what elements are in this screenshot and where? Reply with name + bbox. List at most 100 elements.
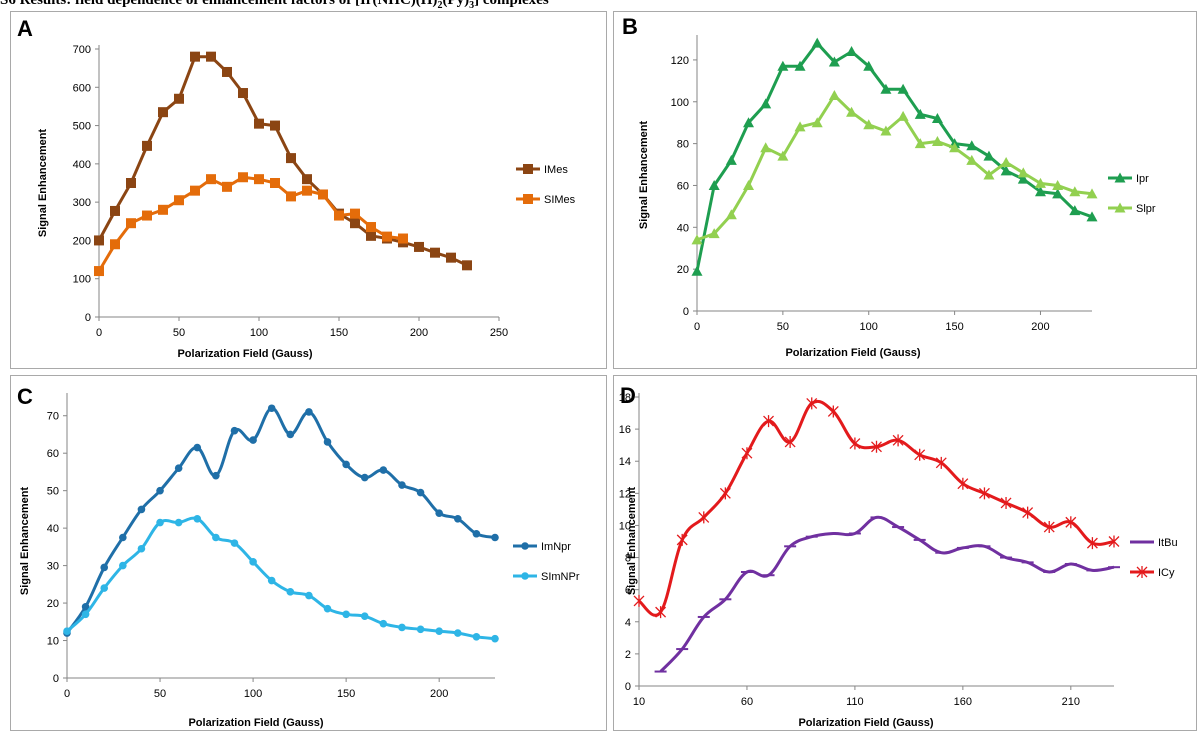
data-point xyxy=(212,533,220,542)
legend-marker xyxy=(523,194,533,204)
data-point xyxy=(777,150,789,161)
x-tick-label: 60 xyxy=(741,696,753,708)
data-point xyxy=(379,466,388,474)
y-tick-label: 200 xyxy=(73,235,91,247)
data-point xyxy=(81,610,90,619)
x-tick-label: 210 xyxy=(1062,696,1080,708)
x-tick-label: 100 xyxy=(250,327,268,339)
data-point xyxy=(935,456,947,469)
data-point xyxy=(254,174,264,185)
data-point xyxy=(334,210,344,221)
data-point xyxy=(126,178,136,188)
legend-item: Ipr xyxy=(1108,172,1149,185)
data-point xyxy=(206,174,216,185)
y-tick-label: 8 xyxy=(625,553,631,565)
data-point xyxy=(416,488,425,497)
legend-marker xyxy=(521,572,529,580)
data-point xyxy=(446,252,456,263)
data-point xyxy=(119,561,127,570)
legend-marker xyxy=(1136,566,1148,578)
data-point xyxy=(725,154,737,165)
x-tick-label: 200 xyxy=(1031,321,1049,333)
data-point xyxy=(828,89,840,100)
y-tick-label: 100 xyxy=(73,274,91,286)
data-point xyxy=(305,591,313,600)
y-tick-label: 70 xyxy=(47,411,59,423)
data-point xyxy=(983,150,995,161)
y-tick-label: 120 xyxy=(671,55,689,67)
legend-label: Ipr xyxy=(1136,173,1149,185)
legend-item: SIMes xyxy=(516,194,576,206)
data-point xyxy=(741,447,753,460)
series-SImNPr xyxy=(63,514,499,643)
data-point xyxy=(156,518,164,527)
data-point xyxy=(1086,211,1098,222)
data-point xyxy=(238,172,248,183)
y-tick-label: 0 xyxy=(625,681,631,693)
y-tick-label: 60 xyxy=(47,448,59,460)
y-axis-label: Signal Enhancement xyxy=(626,487,638,596)
data-point xyxy=(978,487,990,500)
data-point xyxy=(206,51,216,62)
chart-svg-d: D 0 2 4 6 8 10 12 14 16 18 10 60 110 160 210 Polarizatio… xyxy=(619,383,1178,729)
data-point xyxy=(491,634,499,643)
data-point xyxy=(1086,537,1098,550)
y-tick-label: 16 xyxy=(619,424,631,436)
data-point xyxy=(691,265,703,276)
data-point xyxy=(100,584,109,592)
y-tick-label: 700 xyxy=(73,44,91,56)
data-point xyxy=(398,233,408,244)
data-point xyxy=(270,120,280,131)
y-tick-label: 10 xyxy=(619,520,631,532)
data-point xyxy=(698,511,710,524)
series-line xyxy=(696,94,1093,242)
data-point xyxy=(880,83,892,94)
data-point xyxy=(794,60,806,71)
y-tick-label: 2 xyxy=(625,649,631,661)
data-point xyxy=(897,83,909,94)
y-tick-label: 4 xyxy=(625,617,631,629)
data-point xyxy=(892,434,904,447)
data-point xyxy=(849,437,861,450)
data-point xyxy=(305,408,313,416)
data-point xyxy=(230,426,239,435)
data-point xyxy=(863,60,875,71)
data-point xyxy=(1065,516,1077,529)
data-point xyxy=(1017,167,1029,178)
series-IMes xyxy=(94,51,472,271)
legend-marker xyxy=(1114,202,1126,213)
data-point xyxy=(1052,179,1064,190)
data-point xyxy=(302,174,312,185)
data-point xyxy=(100,563,109,572)
legend-marker xyxy=(1114,172,1126,183)
y-tick-label: 100 xyxy=(671,97,689,109)
data-point xyxy=(366,230,376,241)
data-point xyxy=(633,594,645,607)
data-point xyxy=(360,612,369,620)
data-point xyxy=(286,191,296,202)
data-point xyxy=(983,169,995,180)
x-tick-label: 200 xyxy=(430,688,448,700)
data-point xyxy=(430,247,440,258)
data-point xyxy=(94,235,104,246)
data-point xyxy=(286,153,296,164)
x-axis-label: Polarization Field (Gauss) xyxy=(785,347,920,359)
data-point xyxy=(949,142,961,153)
y-tick-label: 50 xyxy=(47,486,59,498)
chart-panel-d: D 0 2 4 6 8 10 12 14 16 18 10 60 110 160 210 Polarizatio… xyxy=(613,375,1197,731)
x-tick-label: 110 xyxy=(846,696,864,708)
legend-label: Slpr xyxy=(1136,203,1156,215)
series-ICy xyxy=(633,397,1120,619)
data-point xyxy=(350,218,360,229)
data-point xyxy=(254,118,264,129)
data-point xyxy=(318,189,328,200)
legend-item: ImNpr xyxy=(513,541,571,553)
data-point xyxy=(777,60,789,71)
data-point xyxy=(174,93,184,104)
data-point xyxy=(379,619,388,628)
data-point xyxy=(222,66,232,77)
data-point xyxy=(267,404,276,413)
x-tick-label: 160 xyxy=(954,696,972,708)
y-tick-label: 40 xyxy=(677,222,689,234)
data-point xyxy=(914,108,926,119)
